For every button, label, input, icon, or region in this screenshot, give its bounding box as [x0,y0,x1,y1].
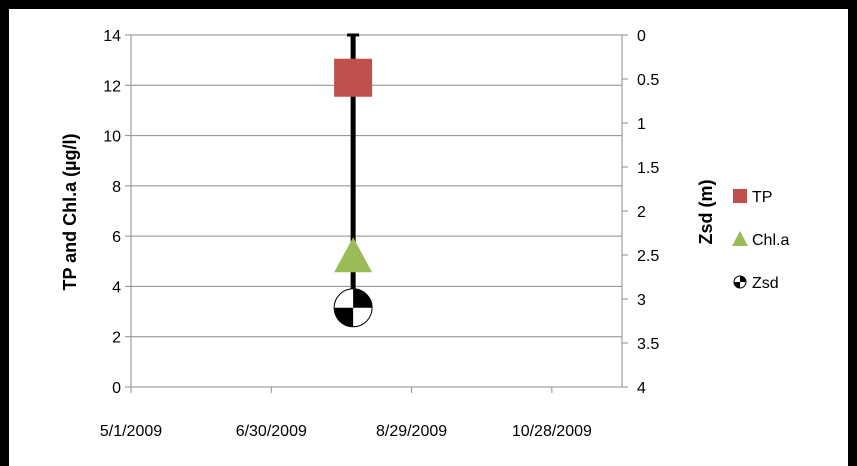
plot-area [130,34,623,388]
tp-point [334,58,373,97]
marks [333,33,373,328]
y-right-tick-label: 1.5 [637,160,659,177]
y-right-tick-label: 0.5 [637,72,659,89]
chl-a-point [334,237,373,273]
y-right-tick-label: 1 [637,116,646,133]
legend-marker-tp [733,189,747,203]
y-right-tick-label: 0 [637,28,646,45]
gridlines [131,34,622,338]
axes: 0 2 4 6 8 10 12 14 0 0.5 1 1.5 2 2.5 3 3.5 4 5/1/2009 6/30… [100,28,659,440]
y-left-tick-label: 10 [103,129,121,146]
legend-marker-chl-a [732,231,748,246]
y-right-tick-label: 2 [637,204,646,221]
y-left-tick-label: 14 [103,28,121,45]
x-tick-label: 6/30/2009 [236,423,307,440]
y-right-tick-label: 2.5 [637,248,659,265]
y-left-tick-label: 2 [112,330,121,347]
y-left-tick-label: 8 [112,179,121,196]
y-left-tick-label: 6 [112,229,121,246]
y-left-tick-label: 0 [112,380,121,397]
x-tick-label: 8/29/2009 [376,423,447,440]
y-right-tick-label: 3.5 [637,336,659,353]
checker-quadrant [353,288,373,308]
y-left-tick-label: 4 [112,279,121,296]
x-tick-label: 5/1/2009 [100,423,162,440]
y-right-axis-title: Zsd (m) [696,179,716,244]
x-tick-label: 10/28/2009 [512,423,592,440]
zsd-point [333,288,373,328]
legend-label-zsd: Zsd [752,275,779,292]
legend-marker-zsd [733,275,747,289]
checker-quadrant [740,276,746,282]
checker-quadrant [334,307,354,327]
y-left-tick-label: 12 [103,78,121,95]
y-left-axis-title: TP and Chl.a (µg/l) [60,133,80,290]
y-right-tick-label: 4 [637,380,646,397]
legend-label-tp: TP [752,189,772,206]
legend-label-chl-a: Chl.a [752,232,789,249]
checker-quadrant [734,282,740,288]
legend: TP Chl.a Zsd [732,189,789,292]
y-right-tick-label: 3 [637,292,646,309]
